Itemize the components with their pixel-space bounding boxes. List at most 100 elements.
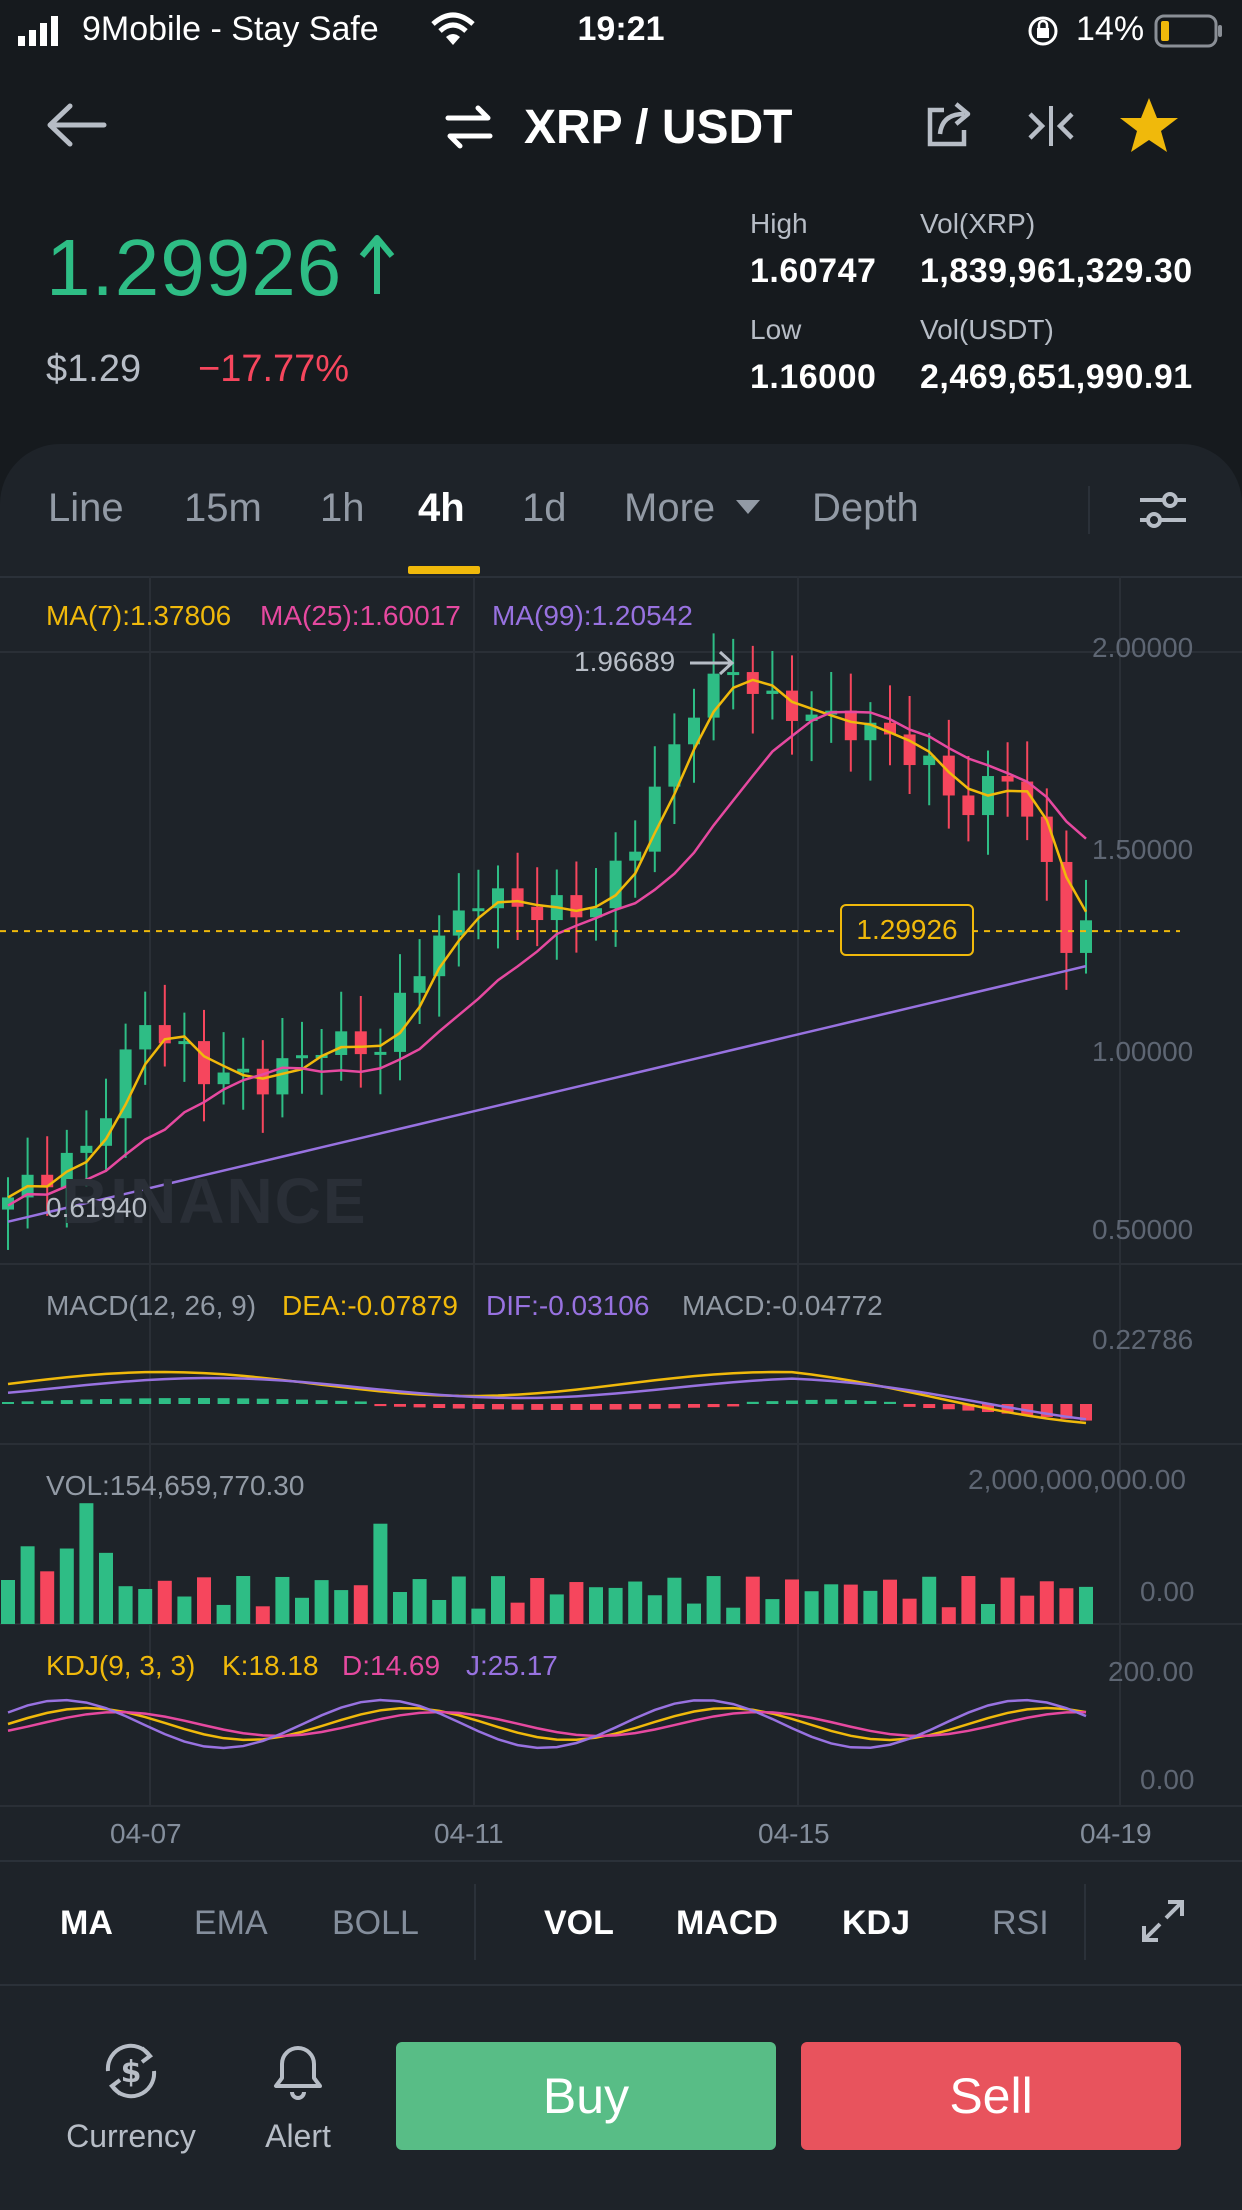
macd-bar [1001, 1404, 1014, 1414]
currency-icon[interactable]: $ [98, 2038, 164, 2104]
kdj-label: KDJ(9, 3, 3) [46, 1650, 196, 1681]
volume-bar [843, 1584, 858, 1624]
price-tick: 0.50000 [1092, 1214, 1194, 1245]
share-icon[interactable] [924, 100, 974, 150]
macd-bar [60, 1400, 73, 1404]
tab-1h[interactable]: 1h [320, 486, 365, 530]
indicator-vol[interactable]: VOL [544, 1904, 614, 1942]
macd-bar [119, 1398, 132, 1404]
macd-bar [315, 1400, 328, 1404]
volume-bar [1079, 1586, 1093, 1624]
vol-base-label: Vol(XRP) [920, 208, 1036, 239]
buy-button[interactable]: Buy [396, 2042, 776, 2150]
candle-body [60, 1152, 73, 1188]
macd-dif: DIF:-0.03106 [486, 1290, 650, 1321]
bell-icon[interactable] [266, 2038, 330, 2104]
volume-bar [432, 1599, 447, 1624]
volume-bar [726, 1607, 741, 1624]
vol-quote-label: Vol(USDT) [920, 314, 1054, 345]
macd-bar [727, 1404, 740, 1407]
candle-body [296, 1055, 308, 1059]
macd-bar [80, 1399, 93, 1404]
kdj-tick: 200.00 [1108, 1656, 1194, 1687]
indicator-boll[interactable]: BOLL [332, 1904, 419, 1942]
volume-bar [255, 1606, 270, 1624]
change-percent: −17.77% [198, 348, 350, 390]
candle-body [962, 795, 975, 816]
candle-body [727, 672, 740, 676]
candle-body [668, 744, 681, 787]
volume-bar [647, 1595, 662, 1624]
indicator-ma[interactable]: MA [60, 1904, 113, 1942]
candle-body [374, 1051, 387, 1055]
macd-bar [609, 1404, 622, 1410]
candle-body [1080, 920, 1092, 953]
volume-bar [197, 1577, 211, 1624]
volume-bar [216, 1604, 231, 1624]
macd-bar [590, 1404, 602, 1410]
chevron-down-icon[interactable] [736, 500, 760, 516]
currency-label[interactable]: Currency [66, 2118, 196, 2154]
tab-line[interactable]: Line [48, 486, 124, 530]
volume-bar [1020, 1595, 1035, 1624]
macd-bar [100, 1399, 112, 1404]
macd-bar [374, 1404, 387, 1407]
indicator-rsi[interactable]: RSI [992, 1904, 1049, 1942]
compare-icon[interactable] [1026, 104, 1076, 148]
macd-indicator [2, 1370, 1092, 1425]
chart-area[interactable] [0, 576, 1242, 1860]
pair-title[interactable]: XRP / USDT [524, 101, 793, 154]
volume-bar [491, 1576, 505, 1624]
swap-icon[interactable] [444, 104, 494, 150]
interval-tabs [0, 444, 1242, 576]
volume-bar [569, 1582, 584, 1624]
macd-label: MACD(12, 26, 9) [46, 1290, 257, 1321]
orientation-lock-icon [1028, 16, 1058, 46]
tab-more[interactable]: More [624, 486, 716, 530]
kline-chart[interactable] [0, 576, 1242, 1860]
macd-bar [825, 1399, 838, 1404]
high-marker-arrow-icon [690, 650, 735, 676]
candle-body [80, 1145, 93, 1153]
macd-bar [688, 1404, 700, 1408]
macd-bar [394, 1404, 406, 1407]
sell-button[interactable]: Sell [801, 2042, 1181, 2150]
back-arrow-icon[interactable] [44, 102, 108, 148]
kdj-tick: 0.00 [1140, 1764, 1195, 1795]
fullscreen-icon[interactable] [1140, 1898, 1186, 1944]
kdj-k: K:18.18 [222, 1650, 319, 1681]
candle-body [100, 1118, 112, 1146]
volume-bar [824, 1584, 839, 1624]
volume-bar [902, 1598, 917, 1624]
chart-settings-icon[interactable] [1138, 490, 1188, 530]
volume-bar [883, 1579, 897, 1624]
macd-bar [844, 1400, 857, 1404]
volume-bar [745, 1576, 760, 1624]
candle-body [1001, 776, 1014, 782]
volume-bar [275, 1576, 290, 1624]
macd-bar [962, 1404, 975, 1411]
low-value: 1.16000 [750, 358, 877, 396]
vol-tick: 2,000,000,000.00 [968, 1464, 1186, 1495]
tab-15m[interactable]: 15m [184, 486, 262, 530]
candle-body [119, 1049, 132, 1119]
macd-bar [531, 1404, 544, 1410]
alert-label[interactable]: Alert [265, 2118, 331, 2154]
tab-4h[interactable]: 4h [418, 486, 465, 530]
indicator-ema[interactable]: EMA [194, 1904, 268, 1942]
macd-bar [550, 1404, 563, 1410]
kdj-j: J:25.17 [466, 1650, 558, 1681]
kdj-indicator [7, 1698, 1087, 1750]
macd-bar [139, 1398, 152, 1404]
volume-bar [236, 1576, 251, 1624]
star-icon[interactable] [1118, 96, 1180, 156]
ma99-line [7, 964, 1087, 1223]
tab-depth[interactable]: Depth [812, 486, 919, 530]
candle-body [923, 755, 936, 766]
indicator-kdj[interactable]: KDJ [842, 1904, 911, 1942]
candle-body [198, 1041, 210, 1085]
volume-bar [20, 1546, 35, 1624]
macd-bar [668, 1404, 681, 1409]
indicator-macd[interactable]: MACD [676, 1904, 778, 1942]
tab-1d[interactable]: 1d [522, 486, 567, 530]
